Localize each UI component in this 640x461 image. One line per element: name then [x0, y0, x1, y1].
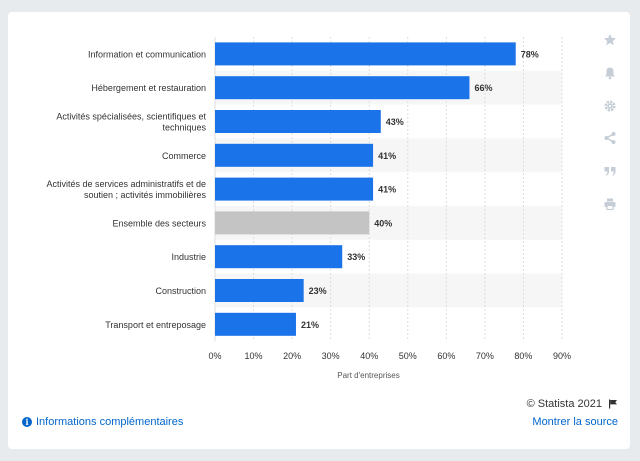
category-label: Information et communication: [88, 49, 206, 59]
category-label: Activités spécialisées, scientifiques et…: [56, 112, 206, 133]
flag-icon[interactable]: [608, 399, 618, 409]
value-label: 21%: [301, 320, 319, 330]
category-label: Activités de services administratifs et …: [46, 179, 206, 200]
copyright-line: © Statista 2021: [527, 398, 618, 410]
notification-button[interactable]: [596, 57, 624, 90]
share-icon: [604, 132, 616, 145]
star-icon: [604, 34, 616, 46]
value-label: 43%: [386, 117, 404, 127]
x-tick-label: 20%: [283, 351, 301, 361]
print-icon: [604, 198, 616, 210]
quote-icon: [604, 167, 616, 177]
category-label: Ensemble des secteurs: [112, 218, 206, 228]
settings-button[interactable]: [596, 89, 624, 122]
bar: [215, 42, 516, 66]
x-tick-label: 60%: [437, 351, 455, 361]
info-icon: i: [22, 417, 32, 427]
x-tick-label: 40%: [360, 351, 378, 361]
gear-icon: [604, 100, 616, 112]
value-label: 66%: [474, 83, 492, 93]
bar: [215, 245, 343, 269]
bar: [215, 110, 381, 133]
bell-icon: [605, 67, 615, 80]
value-label: 41%: [378, 185, 396, 195]
value-label: 33%: [347, 252, 365, 262]
bar: [215, 76, 470, 100]
value-label: 41%: [378, 151, 396, 161]
category-label: Industrie: [171, 252, 206, 262]
chart-toolbar: [596, 24, 624, 220]
x-tick-label: 70%: [476, 351, 494, 361]
bar: [215, 279, 304, 302]
x-tick-label: 50%: [399, 351, 417, 361]
info-link[interactable]: i Informations complémentaires: [22, 416, 183, 428]
x-tick-label: 90%: [553, 351, 571, 361]
value-label: 40%: [374, 218, 392, 228]
category-label: Transport et entreposage: [105, 320, 206, 330]
bar: [215, 177, 374, 201]
bar: [215, 143, 374, 167]
value-label: 23%: [309, 286, 327, 296]
x-axis-title: Part d'entreprises: [337, 371, 399, 380]
value-label: 78%: [521, 49, 539, 59]
favorite-button[interactable]: [596, 24, 624, 57]
share-button[interactable]: [596, 122, 624, 155]
category-label: Hébergement et restauration: [91, 83, 206, 93]
x-tick-label: 10%: [245, 351, 263, 361]
bar: [215, 312, 296, 336]
cite-button[interactable]: [596, 155, 624, 188]
category-label: Commerce: [162, 151, 206, 161]
copyright-text: © Statista 2021: [526, 398, 602, 410]
info-link-label: Informations complémentaires: [36, 416, 184, 428]
bar: [215, 211, 370, 235]
x-tick-label: 30%: [322, 351, 340, 361]
x-tick-label: 80%: [514, 351, 532, 361]
print-button[interactable]: [596, 187, 624, 220]
x-tick-label: 0%: [208, 351, 221, 361]
category-label: Construction: [155, 286, 206, 296]
source-link[interactable]: Montrer la source: [532, 416, 618, 428]
